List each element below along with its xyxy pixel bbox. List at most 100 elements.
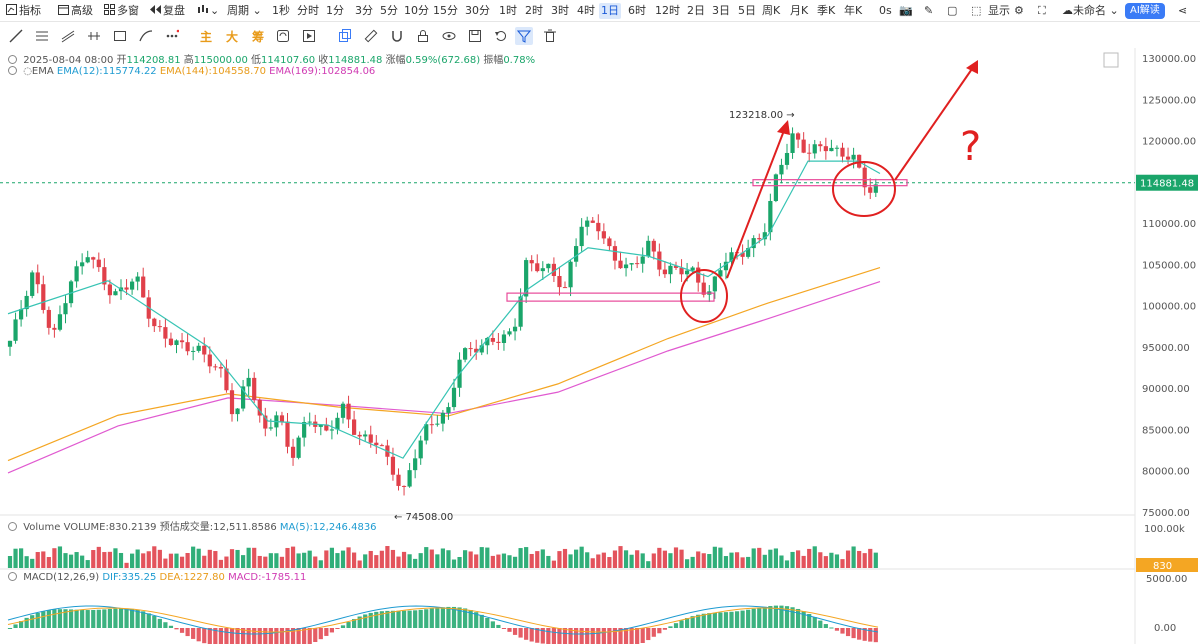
candle-body[interactable] — [718, 270, 723, 277]
candle-body[interactable] — [468, 348, 473, 350]
candle-body[interactable] — [801, 139, 806, 153]
replay-button[interactable]: 复盘 — [150, 3, 185, 19]
replay-tool-icon[interactable] — [300, 27, 318, 45]
candle-body[interactable] — [623, 264, 629, 269]
brush-icon[interactable] — [137, 27, 155, 45]
candle-body[interactable] — [19, 309, 24, 320]
interval-6[interactable]: 15分 — [433, 4, 458, 17]
collapse-toggle-icon[interactable] — [8, 572, 17, 581]
candle-body[interactable] — [723, 261, 729, 271]
candle-body[interactable] — [191, 350, 196, 352]
candle-body[interactable] — [318, 424, 323, 427]
candle-body[interactable] — [823, 146, 828, 152]
candle-body[interactable] — [474, 348, 479, 353]
candle-body[interactable] — [52, 327, 57, 330]
candle-body[interactable] — [845, 156, 851, 160]
candle-body[interactable] — [712, 276, 717, 292]
candle-body[interactable] — [363, 434, 368, 437]
interval-8[interactable]: 1时 — [499, 4, 517, 17]
candle-body[interactable] — [418, 440, 423, 459]
candle-body[interactable] — [729, 252, 734, 262]
candle-body[interactable] — [596, 222, 601, 232]
undo-drawing-icon[interactable] — [492, 27, 510, 45]
candle-body[interactable] — [746, 248, 751, 257]
candle-body[interactable] — [224, 368, 229, 391]
interval-19[interactable]: 月K — [790, 4, 809, 17]
candle-body[interactable] — [24, 295, 29, 310]
candle-body[interactable] — [479, 345, 484, 353]
candle-body[interactable] — [352, 419, 357, 435]
candle-body[interactable] — [13, 319, 18, 341]
interval-2[interactable]: 1分 — [326, 4, 344, 17]
candle-body[interactable] — [651, 240, 656, 252]
rectangle-icon[interactable] — [111, 27, 129, 45]
copy-icon[interactable] — [336, 27, 354, 45]
candle-body[interactable] — [241, 386, 246, 409]
candle-body[interactable] — [662, 269, 667, 275]
eye-icon[interactable] — [440, 27, 458, 45]
candle-body[interactable] — [646, 240, 651, 257]
candle-body[interactable] — [213, 366, 218, 368]
candle-body[interactable] — [768, 201, 773, 233]
candle-body[interactable] — [440, 412, 445, 424]
candle-body[interactable] — [779, 164, 784, 175]
interval-1[interactable]: 分时 — [297, 4, 319, 17]
candle-body[interactable] — [74, 266, 79, 282]
candle-body[interactable] — [496, 341, 501, 343]
interval-10[interactable]: 3时 — [551, 4, 569, 17]
candle-body[interactable] — [329, 429, 334, 431]
interval-18[interactable]: 周K — [762, 4, 781, 17]
candle-body[interactable] — [540, 268, 545, 272]
candle-body[interactable] — [174, 340, 179, 346]
fork-icon[interactable] — [85, 27, 103, 45]
candle-body[interactable] — [218, 367, 223, 369]
collapse-toggle-icon[interactable] — [8, 522, 17, 531]
parallel-channel-icon[interactable] — [59, 27, 77, 45]
interval-5[interactable]: 10分 — [404, 4, 429, 17]
candle-body[interactable] — [124, 287, 129, 290]
interval-7[interactable]: 30分 — [465, 4, 490, 17]
eye-icon[interactable]: ◌ — [23, 66, 32, 77]
collapse-toggle-icon[interactable] — [8, 55, 17, 64]
interval-4[interactable]: 5分 — [380, 4, 398, 17]
candle-body[interactable] — [790, 133, 795, 153]
main-chart-button[interactable]: 主 — [199, 29, 212, 44]
unnamed-layout-button[interactable]: ☁未命名 ⌄ — [1062, 4, 1119, 17]
candle-body[interactable] — [263, 415, 268, 429]
interval-16[interactable]: 3日 — [712, 4, 730, 17]
candle-body[interactable] — [396, 474, 401, 486]
candle-body[interactable] — [207, 354, 212, 367]
candle-body[interactable] — [812, 144, 817, 154]
candle-body[interactable] — [618, 260, 623, 269]
candle-body[interactable] — [518, 296, 523, 327]
candle-body[interactable] — [685, 270, 690, 275]
candle-body[interactable] — [202, 345, 207, 355]
candle-body[interactable] — [307, 421, 312, 423]
sync-icon[interactable] — [274, 27, 292, 45]
candle-body[interactable] — [784, 152, 790, 165]
candle-body[interactable] — [107, 284, 112, 296]
period-dropdown[interactable]: 周期 ⌄ — [227, 4, 262, 17]
candle-body[interactable] — [57, 314, 63, 330]
candle-body[interactable] — [102, 267, 107, 285]
candle-body[interactable] — [851, 154, 856, 160]
candle-body[interactable] — [501, 334, 507, 343]
magnet-icon[interactable] — [388, 27, 406, 45]
candle-body[interactable] — [152, 318, 157, 327]
candle-body[interactable] — [346, 403, 351, 420]
interval-3[interactable]: 3分 — [355, 4, 373, 17]
candle-body[interactable] — [257, 399, 262, 416]
interval-0[interactable]: 1秒 — [272, 4, 290, 17]
candle-body[interactable] — [41, 284, 46, 310]
interval-15[interactable]: 2日 — [687, 4, 705, 17]
candle-body[interactable] — [340, 403, 346, 418]
candle-body[interactable] — [612, 246, 618, 261]
candle-body[interactable] — [168, 338, 174, 346]
candle-body[interactable] — [640, 256, 645, 264]
candle-body[interactable] — [574, 246, 579, 262]
horizontal-lines-icon[interactable] — [33, 27, 51, 45]
candle-body[interactable] — [629, 263, 634, 265]
interval-20[interactable]: 季K — [817, 4, 836, 17]
display-button[interactable]: 显示 — [988, 4, 1010, 17]
candle-type-button[interactable]: ⌄ — [197, 3, 219, 19]
